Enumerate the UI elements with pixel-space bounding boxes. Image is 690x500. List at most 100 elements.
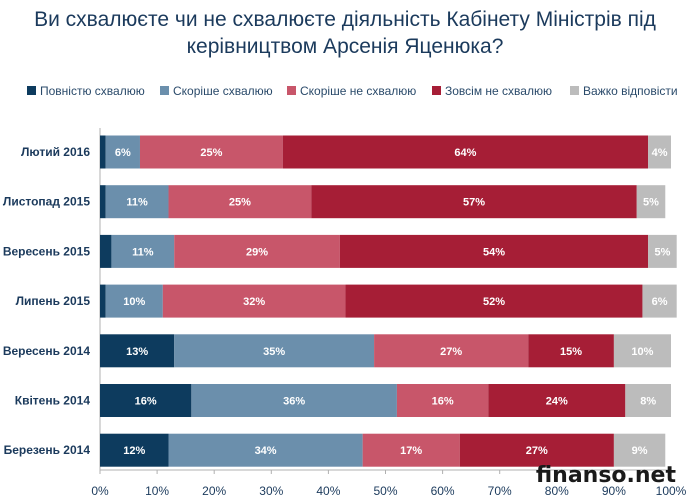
- data-label: 5%: [643, 197, 659, 209]
- legend-label: Скоріше схвалюю: [173, 84, 273, 98]
- bar-segment: [311, 185, 637, 219]
- legend-label: Скоріше не схвалюю: [300, 84, 417, 98]
- bar-segment: [282, 135, 649, 169]
- bar-segment: [648, 234, 677, 268]
- data-label: 12%: [123, 445, 145, 457]
- category-label: Лютий 2016: [21, 145, 90, 159]
- chart-title-line-1: Ви схвалюєте чи не схвалюєте діяльність …: [34, 8, 656, 31]
- data-label: 64%: [454, 147, 476, 159]
- data-label: 25%: [200, 147, 222, 159]
- category-label: Вересень 2014: [3, 344, 91, 358]
- legend-label: Повністю схвалюю: [40, 84, 145, 98]
- bar-segment: [100, 185, 106, 219]
- watermark-logo: finanso.net: [535, 463, 676, 488]
- x-tick-label: 90%: [602, 484, 626, 498]
- bar-segment: [139, 135, 283, 169]
- bar-segment: [339, 234, 649, 268]
- data-label: 11%: [126, 197, 148, 209]
- data-label: 11%: [132, 246, 154, 258]
- data-label: 34%: [255, 445, 277, 457]
- legend-label: Зовсім не схвалюю: [445, 84, 552, 98]
- bar-segment: [168, 433, 363, 467]
- legend-item: Зовсім не схвалюю: [432, 83, 552, 99]
- bar-segment: [111, 234, 175, 268]
- legend-swatch: [432, 86, 441, 95]
- bar-segment: [613, 334, 671, 368]
- x-tick-label: 100%: [656, 484, 687, 498]
- bar-segment: [625, 384, 671, 417]
- bar-segment: [105, 284, 163, 318]
- legend-item: Важко відповісти: [570, 83, 678, 99]
- chart-title: Ви схвалюєте чи не схвалюєте діяльність …: [0, 6, 690, 60]
- bar-segment: [100, 135, 106, 169]
- bar-segment: [191, 384, 397, 417]
- bar-segment: [396, 384, 489, 417]
- bar-segment: [100, 334, 175, 368]
- data-label: 16%: [135, 396, 157, 408]
- bar-segment: [162, 284, 346, 318]
- data-label: 9%: [632, 445, 648, 457]
- bar-segment: [488, 384, 626, 417]
- data-label: 5%: [654, 246, 670, 258]
- data-label: 15%: [560, 346, 582, 358]
- bar-segment: [105, 135, 140, 169]
- bar-segment: [100, 433, 169, 467]
- legend-item: Скоріше схвалюю: [160, 83, 273, 99]
- bar-segment: [100, 234, 112, 268]
- bar-segment: [374, 334, 529, 368]
- bar-segment: [642, 284, 677, 318]
- data-label: 54%: [483, 246, 505, 258]
- x-tick-label: 50%: [373, 484, 397, 498]
- data-label: 52%: [483, 296, 505, 308]
- x-tick-label: 10%: [145, 484, 169, 498]
- legend-swatch: [27, 86, 36, 95]
- category-label: Листопад 2015: [3, 195, 90, 209]
- bar-segment: [100, 384, 192, 417]
- legend-item: Повністю схвалюю: [27, 83, 145, 99]
- data-label: 35%: [263, 346, 285, 358]
- data-label: 25%: [229, 197, 251, 209]
- bar-segment: [168, 185, 312, 219]
- data-label: 10%: [631, 346, 653, 358]
- data-label: 32%: [243, 296, 265, 308]
- data-label: 8%: [640, 396, 656, 408]
- data-label: 6%: [652, 296, 668, 308]
- category-label: Вересень 2015: [3, 244, 91, 258]
- category-label: Квітень 2014: [15, 394, 91, 408]
- bar-segment: [174, 334, 375, 368]
- data-label: 4%: [652, 147, 668, 159]
- legend-swatch: [287, 86, 296, 95]
- bar-segment: [100, 284, 106, 318]
- x-tick-label: 60%: [431, 484, 455, 498]
- bar-segment: [636, 185, 666, 219]
- bar-segment: [345, 284, 643, 318]
- bar-segment: [613, 433, 666, 467]
- x-tick-label: 0%: [91, 484, 109, 498]
- legend-label: Важко відповісти: [583, 84, 678, 98]
- chart-title-line-2: керівництвом Арсенія Яценюка?: [186, 35, 504, 58]
- x-tick-label: 70%: [488, 484, 512, 498]
- bar-segment: [362, 433, 460, 467]
- data-label: 27%: [526, 445, 548, 457]
- bar-segment: [459, 433, 614, 467]
- category-label: Березень 2014: [4, 443, 91, 457]
- bar-segment: [105, 185, 169, 219]
- bar-segment: [528, 334, 614, 368]
- chart-legend: Повністю схвалюю Скоріше схвалюю Скоріше н…: [0, 83, 690, 101]
- data-label: 24%: [546, 396, 568, 408]
- data-label: 17%: [400, 445, 422, 457]
- data-label: 13%: [126, 346, 148, 358]
- x-tick-label: 80%: [545, 484, 569, 498]
- data-label: 27%: [440, 346, 462, 358]
- x-tick-label: 20%: [202, 484, 226, 498]
- legend-item: Скоріше не схвалюю: [287, 83, 416, 99]
- data-label: 6%: [115, 147, 131, 159]
- legend-swatch: [160, 86, 169, 95]
- data-label: 16%: [432, 396, 454, 408]
- legend-swatch: [570, 86, 579, 95]
- bar-segment: [174, 234, 340, 268]
- x-tick-label: 40%: [316, 484, 340, 498]
- data-label: 36%: [283, 396, 305, 408]
- data-label: 57%: [463, 197, 485, 209]
